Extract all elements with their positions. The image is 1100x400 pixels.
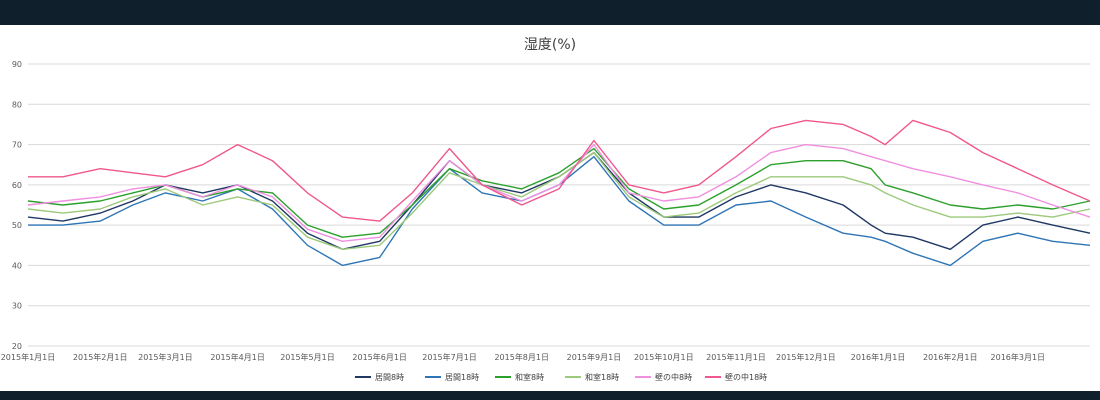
x-tick-label: 2015年6月1日 [352, 352, 407, 362]
y-tick-label: 50 [12, 221, 22, 230]
legend-label: 和室18時 [585, 372, 619, 382]
series-line-3 [27, 151, 1091, 251]
y-tick-label: 60 [12, 181, 22, 190]
x-tick-label: 2015年1月1日 [1, 352, 56, 362]
x-tick-label: 2015年8月1日 [494, 352, 549, 362]
y-tick-label: 30 [12, 302, 22, 311]
top-bar [0, 0, 1100, 25]
series-line-4 [27, 143, 1091, 243]
y-tick-label: 20 [12, 342, 22, 351]
x-tick-label: 2015年9月1日 [567, 352, 622, 362]
legend-label: 和室8時 [515, 372, 544, 382]
series-line-2 [27, 147, 1091, 238]
legend-label: 壁の中18時 [725, 372, 767, 382]
bottom-bar [0, 391, 1100, 400]
x-tick-label: 2016年3月1日 [991, 352, 1046, 362]
chart-title: 湿度(%) [524, 37, 576, 53]
y-tick-label: 40 [12, 261, 22, 270]
chart-panel: 湿度(%) 20 30 40 50 60 70 80 90 2015年1月1日 2015年2月1… [0, 25, 1100, 391]
x-tick-label: 2015年7月1日 [422, 352, 477, 362]
legend-label: 居間8時 [375, 373, 404, 382]
x-tick-label: 2015年4月1日 [210, 352, 265, 362]
series-line-5 [28, 119, 1091, 222]
legend-label: 居間18時 [445, 373, 479, 382]
x-tick-label: 2015年10月1日 [634, 352, 694, 362]
x-axis-ticks: 2015年1月1日 2015年2月1日 2015年3月1日 2015年4月1日 2015… [1, 352, 1045, 362]
x-tick-label: 2016年1月1日 [851, 352, 906, 362]
x-tick-label: 2015年11月1日 [706, 352, 766, 362]
legend: 居間8時 居間18時 和室8時 和室18時 壁の中8時 壁の中18時 [355, 372, 767, 382]
series-line-1 [28, 155, 1091, 267]
legend-label: 壁の中8時 [655, 372, 692, 382]
gridlines [28, 63, 1090, 347]
series-lines [27, 119, 1091, 267]
y-tick-label: 90 [12, 60, 22, 69]
y-tick-label: 80 [12, 100, 22, 109]
x-tick-label: 2015年2月1日 [73, 352, 128, 362]
x-tick-label: 2015年3月1日 [138, 352, 193, 362]
x-tick-label: 2015年12月1日 [776, 352, 836, 362]
y-axis-ticks: 20 30 40 50 60 70 80 90 [12, 60, 22, 351]
humidity-chart: 湿度(%) 20 30 40 50 60 70 80 90 2015年1月1日 2015年2月1… [1, 37, 1091, 382]
x-tick-label: 2015年5月1日 [280, 352, 335, 362]
y-tick-label: 70 [12, 141, 22, 150]
series-line-0 [27, 151, 1091, 251]
x-tick-label: 2016年2月1日 [923, 352, 978, 362]
